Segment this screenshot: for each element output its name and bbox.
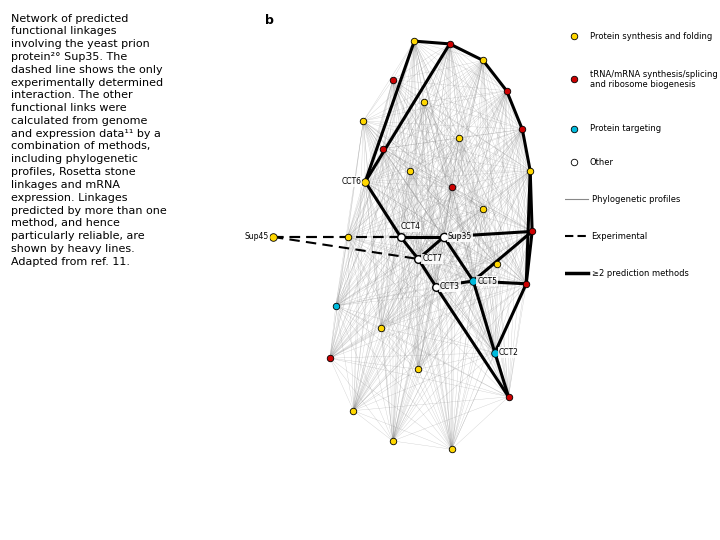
Point (446, 183, 457, 192)
Point (454, 133, 465, 142)
Point (430, 282, 441, 291)
Point (387, 437, 398, 445)
Text: tRNA/mRNA synthesis/splicing
and ribosome biogenesis: tRNA/mRNA synthesis/splicing and ribosom… (590, 70, 718, 89)
Point (358, 117, 369, 125)
Point (503, 393, 514, 401)
Point (330, 301, 341, 310)
Point (569, 75, 580, 84)
Text: Other: Other (590, 158, 614, 167)
Point (569, 124, 580, 133)
Point (395, 233, 406, 241)
Point (524, 166, 536, 175)
Point (413, 365, 424, 374)
Text: ≥2 prediction methods: ≥2 prediction methods (592, 269, 688, 278)
Point (377, 144, 389, 153)
Point (467, 276, 479, 285)
Text: CCT3: CCT3 (440, 282, 460, 291)
Point (348, 406, 359, 415)
Point (521, 280, 532, 288)
Point (359, 178, 371, 186)
Point (477, 56, 489, 65)
Point (413, 255, 424, 264)
Point (324, 354, 336, 362)
Point (387, 76, 398, 84)
Point (501, 86, 513, 95)
Text: Phylogenetic profiles: Phylogenetic profiles (592, 195, 680, 204)
Text: Experimental: Experimental (592, 232, 648, 241)
Text: Network of predicted
functional linkages
involving the yeast prion
protein²° Sup: Network of predicted functional linkages… (11, 14, 167, 267)
Point (418, 98, 430, 106)
Point (569, 158, 580, 167)
Point (438, 233, 449, 241)
Text: Protein targeting: Protein targeting (590, 124, 661, 133)
Text: CCT2: CCT2 (499, 348, 518, 357)
Point (444, 39, 456, 48)
Text: CCT7: CCT7 (422, 254, 442, 264)
Point (342, 233, 354, 241)
Point (516, 125, 528, 134)
Text: CCT5: CCT5 (477, 276, 498, 286)
Point (477, 205, 489, 214)
Point (446, 445, 457, 454)
Text: CCT4: CCT4 (400, 222, 420, 232)
Point (489, 348, 500, 357)
Text: Sup45: Sup45 (245, 232, 269, 241)
Text: CCT6: CCT6 (341, 177, 361, 186)
Point (405, 166, 416, 175)
Point (491, 260, 503, 269)
Point (375, 323, 387, 332)
Text: Protein synthesis and folding: Protein synthesis and folding (590, 32, 712, 40)
Point (267, 233, 279, 241)
Point (569, 32, 580, 40)
Text: b: b (265, 14, 274, 26)
Text: Sup35: Sup35 (448, 232, 472, 241)
Point (526, 227, 538, 236)
Point (408, 37, 420, 45)
